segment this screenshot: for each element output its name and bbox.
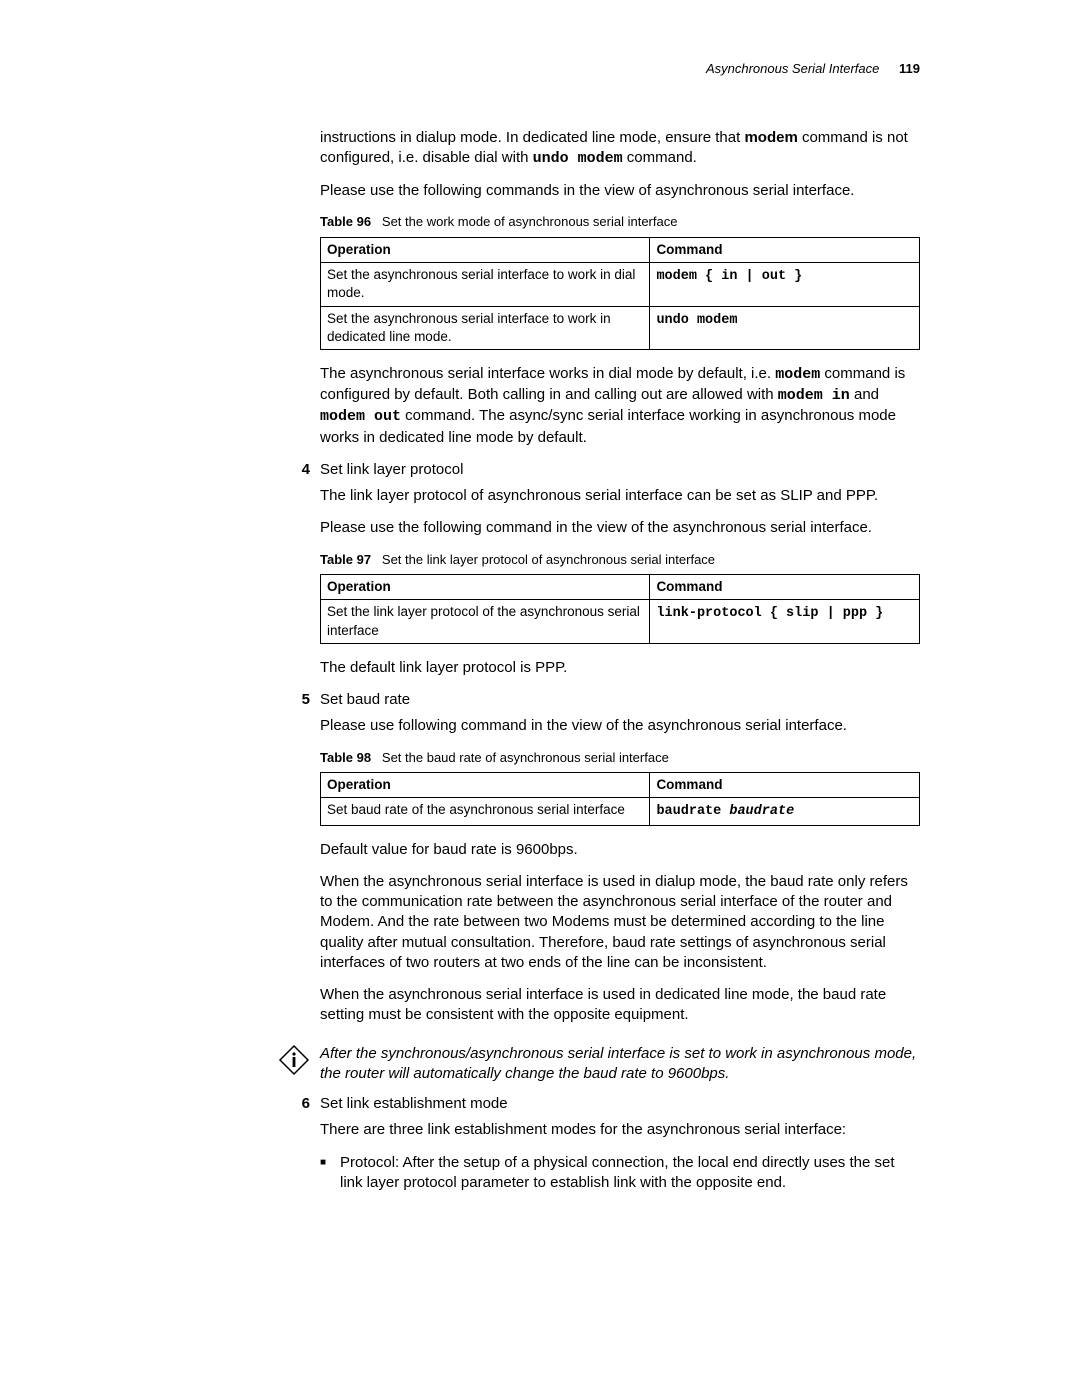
code-italic-text: baudrate [729, 804, 794, 819]
step-5-paragraph-1: Please use following command in the view… [320, 716, 920, 736]
info-icon [278, 1044, 314, 1082]
col-command: Command [650, 773, 920, 798]
table-label: Table 96 [320, 214, 371, 229]
step-4-paragraph-1: The link layer protocol of asynchronous … [320, 486, 920, 506]
table-row: Set the asynchronous serial interface to… [321, 263, 920, 306]
table-title: Set the link layer protocol of asynchron… [382, 552, 715, 567]
cell-command: undo modem [650, 306, 920, 349]
step-number: 5 [286, 690, 310, 710]
bullet-item: ■ Protocol: After the setup of a physica… [320, 1153, 920, 1194]
cell-command: modem { in | out } [650, 263, 920, 306]
document-page: Asynchronous Serial Interface 119 instru… [0, 0, 1080, 1397]
col-operation: Operation [321, 237, 650, 262]
after-table-98-paragraph-2: When the asynchronous serial interface i… [320, 872, 920, 973]
note-text: After the synchronous/asynchronous seria… [320, 1044, 920, 1085]
code-text: undo modem [533, 150, 623, 167]
text: The asynchronous serial interface works … [320, 365, 775, 382]
table-header-row: Operation Command [321, 575, 920, 600]
table-title: Set the baud rate of asynchronous serial… [382, 750, 669, 765]
table-96-caption: Table 96 Set the work mode of asynchrono… [320, 213, 920, 231]
code-text: baudrate [656, 804, 729, 819]
step-number: 4 [286, 460, 310, 480]
bullet-icon: ■ [320, 1153, 340, 1173]
code-text: link-protocol { slip | ppp } [656, 606, 883, 621]
table-97: Operation Command Set the link layer pro… [320, 574, 920, 644]
table-96: Operation Command Set the asynchronous s… [320, 237, 920, 350]
cell-command: link-protocol { slip | ppp } [650, 600, 920, 643]
code-text: modem { in | out } [656, 269, 802, 284]
col-command: Command [650, 237, 920, 262]
step-4-heading: 4 Set link layer protocol [320, 460, 920, 480]
step-6-heading: 6 Set link establishment mode [320, 1094, 920, 1114]
after-table-97-paragraph: The default link layer protocol is PPP. [320, 658, 920, 678]
step-title: Set link establishment mode [320, 1094, 508, 1114]
cell-operation: Set the asynchronous serial interface to… [321, 306, 650, 349]
table-title: Set the work mode of asynchronous serial… [382, 214, 678, 229]
step-4-paragraph-2: Please use the following command in the … [320, 518, 920, 538]
step-6-paragraph-1: There are three link establishment modes… [320, 1120, 920, 1140]
table-97-caption: Table 97 Set the link layer protocol of … [320, 551, 920, 569]
col-operation: Operation [321, 575, 650, 600]
table-header-row: Operation Command [321, 237, 920, 262]
cell-operation: Set the link layer protocol of the async… [321, 600, 650, 643]
note-block: After the synchronous/asynchronous seria… [278, 1044, 920, 1085]
bold-text: modem [744, 129, 797, 146]
table-row: Set the link layer protocol of the async… [321, 600, 920, 643]
bullet-text: Protocol: After the setup of a physical … [340, 1153, 920, 1194]
col-command: Command [650, 575, 920, 600]
step-title: Set baud rate [320, 690, 410, 710]
text: command. [623, 149, 697, 166]
cell-operation: Set baud rate of the asynchronous serial… [321, 798, 650, 825]
step-5-heading: 5 Set baud rate [320, 690, 920, 710]
table-98-caption: Table 98 Set the baud rate of asynchrono… [320, 749, 920, 767]
code-text: modem [775, 366, 820, 383]
table-label: Table 97 [320, 552, 371, 567]
text: command. The async/sync serial interface… [320, 407, 896, 445]
page-number: 119 [899, 61, 920, 76]
page-header: Asynchronous Serial Interface 119 [180, 60, 920, 78]
after-table-98-paragraph-1: Default value for baud rate is 9600bps. [320, 840, 920, 860]
table-label: Table 98 [320, 750, 371, 765]
intro-paragraph-2: Please use the following commands in the… [320, 181, 920, 201]
col-operation: Operation [321, 773, 650, 798]
after-table-96-paragraph: The asynchronous serial interface works … [320, 364, 920, 448]
step-number: 6 [286, 1094, 310, 1114]
intro-paragraph-1: instructions in dialup mode. In dedicate… [320, 128, 920, 170]
code-text: modem out [320, 408, 401, 425]
code-text: undo modem [656, 313, 737, 328]
text: instructions in dialup mode. In dedicate… [320, 129, 744, 146]
table-row: Set baud rate of the asynchronous serial… [321, 798, 920, 825]
table-98: Operation Command Set baud rate of the a… [320, 772, 920, 825]
after-table-98-paragraph-3: When the asynchronous serial interface i… [320, 985, 920, 1026]
table-header-row: Operation Command [321, 773, 920, 798]
table-row: Set the asynchronous serial interface to… [321, 306, 920, 349]
header-section: Asynchronous Serial Interface [706, 61, 879, 76]
cell-command: baudrate baudrate [650, 798, 920, 825]
step-title: Set link layer protocol [320, 460, 463, 480]
cell-operation: Set the asynchronous serial interface to… [321, 263, 650, 306]
text: and [850, 386, 879, 403]
code-text: modem in [778, 387, 850, 404]
page-content: instructions in dialup mode. In dedicate… [320, 128, 920, 1194]
